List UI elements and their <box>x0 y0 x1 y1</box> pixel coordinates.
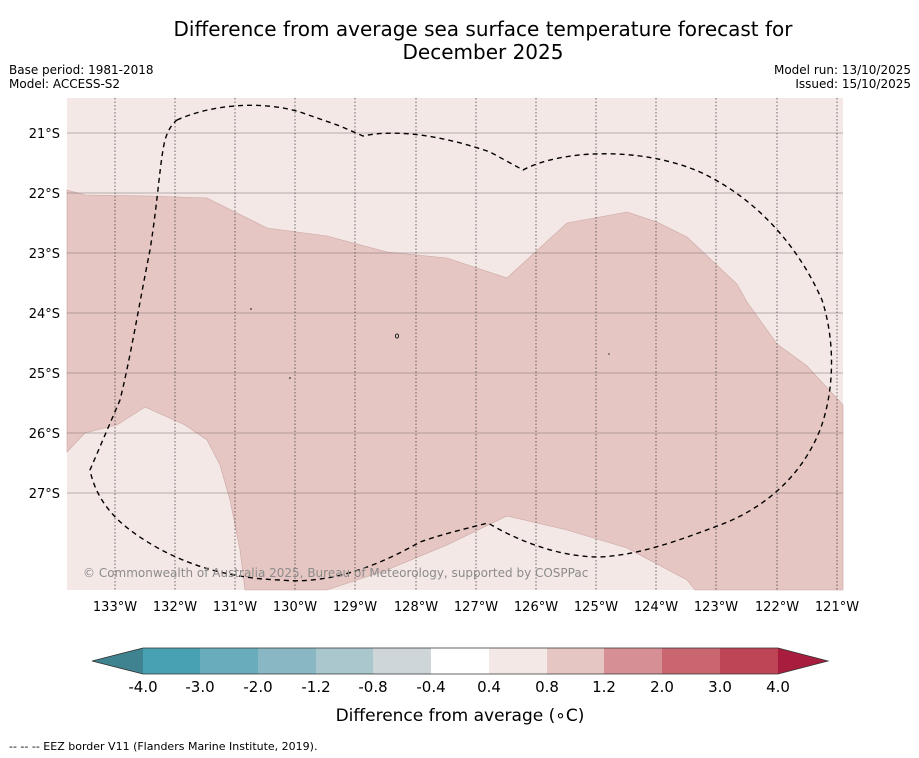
lon-label: 132°W <box>153 600 197 615</box>
colorbar-tick: -0.4 <box>416 678 445 696</box>
lat-label: 27°S <box>29 487 60 502</box>
colorbar-segment <box>547 648 604 674</box>
colorbar-segment <box>604 648 662 674</box>
lat-label: 26°S <box>29 427 60 442</box>
meta-right: Model run: 13/10/2025 Issued: 15/10/2025 <box>774 63 911 91</box>
colorbar-tick: -0.8 <box>358 678 387 696</box>
colorbar-tick: -1.2 <box>301 678 330 696</box>
lon-label: 128°W <box>394 600 438 615</box>
colorbar-segment <box>143 648 200 674</box>
lon-label: 131°W <box>213 600 257 615</box>
latitude-gridlines <box>67 132 843 494</box>
island <box>250 308 252 310</box>
lat-label: 23°S <box>29 247 60 262</box>
lat-label: 25°S <box>29 367 60 382</box>
lon-label: 124°W <box>634 600 678 615</box>
colorbar-tick: -4.0 <box>128 678 157 696</box>
lon-label: 125°W <box>574 600 618 615</box>
base-period: Base period: 1981-2018 <box>9 63 154 77</box>
colorbar-segment <box>431 648 489 674</box>
colorbar-tick: 0.4 <box>477 678 501 696</box>
colorbar-ticks: -4.0 -3.0 -2.0 -1.2 -0.8 -0.4 0.4 0.8 1.… <box>128 678 790 696</box>
islands <box>250 308 610 379</box>
eez-border <box>89 104 833 582</box>
colorbar-segment <box>316 648 373 674</box>
meta-left: Base period: 1981-2018 Model: ACCESS-S2 <box>9 63 154 91</box>
colorbar-extend-low <box>92 648 143 674</box>
lon-label: 126°W <box>514 600 558 615</box>
colorbar-segment <box>720 648 778 674</box>
colorbar-segment <box>662 648 720 674</box>
island <box>608 353 610 355</box>
lon-label: 133°W <box>93 600 137 615</box>
colorbar-tick: -3.0 <box>185 678 214 696</box>
longitude-labels: 133°W 132°W 131°W 130°W 129°W 128°W 127°… <box>93 600 859 615</box>
map-panel: © Commonwealth of Australia 2025, Bureau… <box>29 98 859 615</box>
title-line-1: Difference from average sea surface temp… <box>173 17 793 41</box>
lon-label: 122°W <box>755 600 799 615</box>
longitude-gridlines <box>114 98 838 590</box>
issued-date: Issued: 15/10/2025 <box>795 77 911 91</box>
lat-label: 22°S <box>29 187 60 202</box>
colorbar-segment <box>258 648 316 674</box>
colorbar-tick: 3.0 <box>708 678 732 696</box>
eez-legend-note: -- -- -- EEZ border V11 (Flanders Marine… <box>9 740 318 753</box>
colorbar-tick: 0.8 <box>535 678 559 696</box>
lat-label: 21°S <box>29 127 60 142</box>
lon-label: 127°W <box>454 600 498 615</box>
model-run: Model run: 13/10/2025 <box>773 63 911 77</box>
colorbar: -4.0 -3.0 -2.0 -1.2 -0.8 -0.4 0.4 0.8 1.… <box>91 647 830 726</box>
lon-label: 130°W <box>273 600 317 615</box>
colorbar-tick: 1.2 <box>592 678 616 696</box>
colorbar-tick: 4.0 <box>766 678 790 696</box>
colorbar-extend-high <box>778 648 828 674</box>
model-name: Model: ACCESS-S2 <box>9 77 121 91</box>
latitude-labels: 21°S 22°S 23°S 24°S 25°S 26°S 27°S <box>29 127 60 502</box>
colorbar-label: Difference from average (∘C) <box>336 706 585 726</box>
colorbar-tick: -2.0 <box>243 678 272 696</box>
colorbar-tick: 2.0 <box>650 678 674 696</box>
lon-label: 123°W <box>694 600 738 615</box>
lon-label: 129°W <box>333 600 377 615</box>
island <box>289 377 291 379</box>
colorbar-segment <box>489 648 547 674</box>
colorbar-segment <box>373 648 431 674</box>
lon-label: 121°W <box>815 600 859 615</box>
island <box>394 333 400 339</box>
lat-label: 24°S <box>29 307 60 322</box>
copyright-text: © Commonwealth of Australia 2025, Bureau… <box>83 566 588 580</box>
map-title: Difference from average sea surface temp… <box>0 18 919 64</box>
colorbar-segment <box>200 648 258 674</box>
title-line-2: December 2025 <box>402 40 564 64</box>
